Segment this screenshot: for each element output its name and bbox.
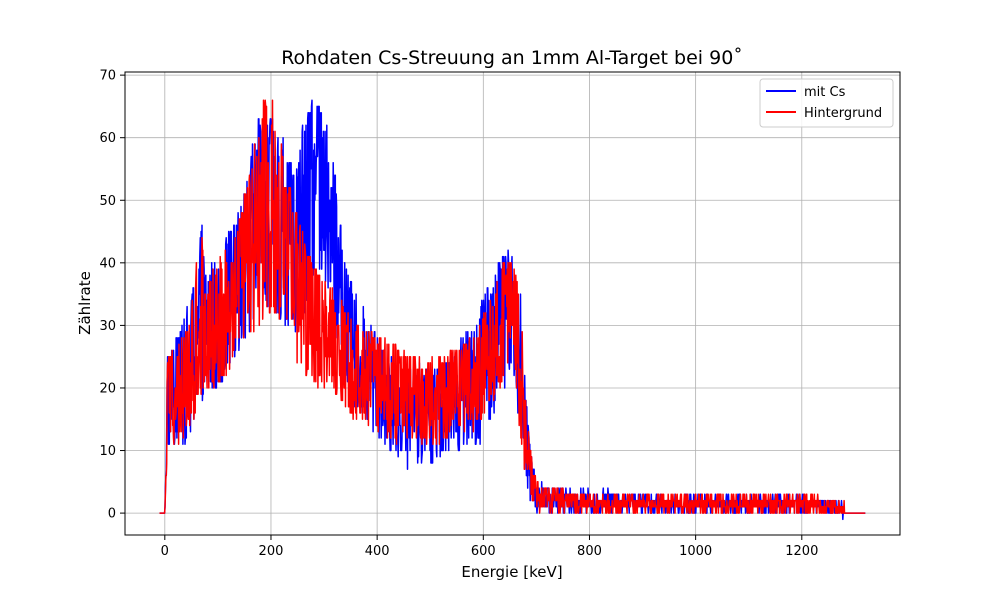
legend-label-mit-cs: mit Cs: [804, 85, 846, 100]
x-tick-label: 400: [365, 544, 390, 559]
x-tick-label: 1000: [679, 544, 712, 559]
x-tick-label: 1200: [785, 544, 818, 559]
x-tick-label: 200: [259, 544, 284, 559]
x-axis-ticks: 0 200 400 600 800 1000 1200: [161, 535, 818, 559]
y-tick-label: 20: [99, 381, 116, 396]
plot-area: [159, 99, 866, 521]
x-tick-label: 0: [161, 544, 169, 559]
y-axis-label: Zählrate: [76, 271, 94, 335]
y-tick-label: 10: [99, 444, 116, 459]
legend: mit Cs Hintergrund: [759, 78, 894, 128]
series-line-hintergrund: [159, 99, 866, 514]
y-tick-label: 30: [99, 319, 116, 334]
y-tick-label: 50: [99, 194, 116, 209]
chart-title: Rohdaten Cs-Streuung an 1mm Al-Target be…: [281, 47, 743, 69]
x-tick-label: 600: [471, 544, 496, 559]
y-tick-label: 70: [99, 69, 116, 84]
x-tick-label: 800: [577, 544, 602, 559]
y-tick-label: 0: [108, 507, 116, 522]
y-axis-ticks: 0 10 20 30 40 50 60 70: [99, 69, 125, 522]
y-tick-label: 40: [99, 256, 116, 271]
plot-frame: [124, 71, 901, 536]
y-tick-label: 60: [99, 131, 116, 146]
legend-label-hintergrund: Hintergrund: [804, 106, 882, 121]
x-axis-label: Energie [keV]: [461, 563, 562, 581]
